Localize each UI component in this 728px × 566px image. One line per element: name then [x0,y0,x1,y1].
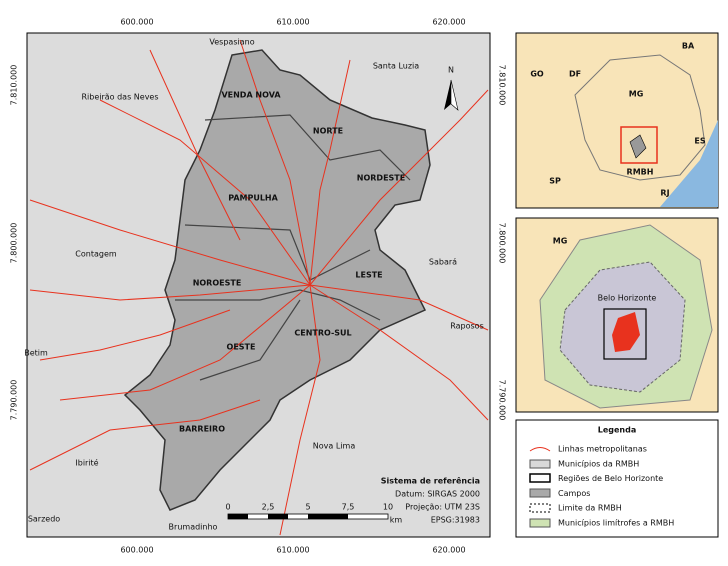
region-label: NORTE [313,127,343,136]
metro-label: Belo Horizonte [598,294,657,303]
state-label: RMBH [627,168,654,177]
region-label: CENTRO-SUL [294,329,351,338]
coord-label: 600.000 [120,546,153,555]
state-label: BA [682,42,695,51]
state-label: GO [530,70,544,79]
place-label: Vespasiano [209,38,254,47]
north-label: N [448,66,454,75]
metro-label: MG [553,237,568,246]
place-label: Nova Lima [313,442,356,451]
state-label: DF [569,70,581,79]
metro-lines [29,39,489,536]
legend-symbols [529,447,551,528]
region-boundaries [175,114,411,381]
place-label: Betim [24,349,48,358]
rmbh-shape [629,134,647,159]
place-label: Santa Luzia [373,62,419,71]
scale-unit: km [390,516,403,525]
place-label: Brumadinho [169,523,218,532]
mg-boundary [574,54,706,181]
reference-line: EPSG:31983 [431,516,480,525]
ocean [660,120,718,207]
legend-title: Legenda [598,426,637,435]
coord-label: 7.790.000 [498,380,507,421]
inset-locator [620,126,658,164]
coord-label: 610.000 [276,546,309,555]
north-arrow [444,80,451,110]
scale-tick: 5 [305,503,310,512]
north-arrow [450,79,459,111]
place-label: Raposos [450,322,484,331]
reference-line: Datum: SIRGAS 2000 [395,490,480,499]
place-label: Ribeirão das Neves [81,93,158,102]
reference-title: Sistema de referência [381,476,480,486]
state-label: RJ [660,189,669,198]
region-label: NORDESTE [357,174,405,183]
legend-item: Campos [558,489,590,498]
legend-item: Limite da RMBH [558,504,622,513]
region-label: VENDA NOVA [221,91,281,100]
place-label: Sabará [429,258,457,267]
scale-tick: 2,5 [262,503,275,512]
coord-label: 610.000 [276,18,309,27]
legend-item: Regiões de Belo Horizonte [558,474,663,483]
coord-label: 7.800.000 [498,223,507,264]
place-label: Contagem [75,250,117,259]
scale-tick: 7,5 [342,503,355,512]
inset-locator [603,308,647,360]
bh-boundary [123,49,431,511]
scale-bar [227,513,389,520]
region-label: NOROESTE [193,279,242,288]
region-label: PAMPULHA [228,194,278,203]
state-label: SP [549,177,561,186]
state-label: MG [629,90,644,99]
region-label: LESTE [355,271,382,280]
reference-line: Projeção: UTM 23S [405,503,480,512]
place-label: Sarzedo [28,515,60,524]
region-label: OESTE [227,343,256,352]
legend-item: Municípios da RMBH [558,459,639,468]
coord-label: 7.800.000 [10,223,19,264]
coord-label: 7.790.000 [10,380,19,421]
coord-label: 600.000 [120,18,153,27]
legend-item: Municípios limítrofes a RMBH [558,519,674,528]
scale-tick: 0 [225,503,230,512]
coord-label: 7.810.000 [10,65,19,106]
legend-item: Linhas metropolitanas [558,445,647,454]
state-label: ES [694,137,705,146]
coord-label: 7.810.000 [498,65,507,106]
bh-shape [612,312,640,352]
coord-label: 620.000 [432,546,465,555]
region-label: BARREIRO [179,425,225,434]
scale-tick: 10 [383,503,393,512]
coord-label: 620.000 [432,18,465,27]
place-label: Ibirité [75,458,98,468]
